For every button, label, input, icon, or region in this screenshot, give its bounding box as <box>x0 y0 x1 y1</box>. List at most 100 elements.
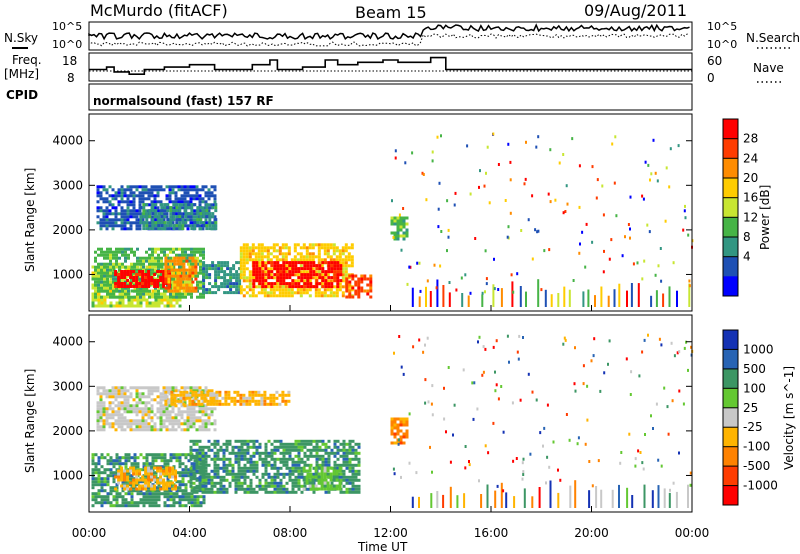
power-speck <box>392 236 395 239</box>
velocity-cell <box>342 472 346 476</box>
velocity-cell <box>182 396 186 400</box>
power-cell <box>308 279 312 283</box>
power-cell <box>147 276 151 279</box>
power-cell <box>399 228 403 232</box>
power-cell <box>309 282 313 286</box>
power-cell <box>170 274 174 278</box>
velocity-cell <box>285 457 289 461</box>
velocity-streak <box>411 496 414 508</box>
velocity-cell <box>216 469 220 473</box>
velocity-cell <box>330 481 334 485</box>
power-cell <box>111 203 115 207</box>
velocity-cell <box>198 410 202 414</box>
power-cell <box>142 227 146 231</box>
noise-left-tick-bottom: 10^0 <box>52 38 82 51</box>
power-cell <box>133 304 137 308</box>
power-cell <box>317 270 321 274</box>
velocity-speck <box>620 451 623 454</box>
velocity-cell <box>184 471 188 475</box>
velocity-cell <box>285 490 289 494</box>
velocity-cell <box>105 416 109 420</box>
power-cell <box>339 279 343 283</box>
velocity-cell <box>106 483 110 487</box>
velocity-cell <box>338 469 342 473</box>
power-speck <box>394 149 397 153</box>
velocity-cell <box>99 428 103 432</box>
power-cell <box>169 212 173 216</box>
velocity-cell <box>195 416 199 420</box>
velocity-cell <box>138 398 142 402</box>
velocity-cell <box>96 392 100 396</box>
power-cell <box>132 185 136 189</box>
velocity-speck <box>563 336 566 340</box>
velocity-cell <box>276 445 280 449</box>
velocity-cell <box>210 407 214 411</box>
velocity-cell <box>240 466 244 470</box>
power-cell <box>160 206 164 210</box>
velocity-cell <box>177 410 181 414</box>
power-cell <box>186 188 190 192</box>
velocity-cell <box>216 481 220 485</box>
velocity-cell <box>228 472 232 476</box>
velocity-cell <box>151 453 155 457</box>
power-cell <box>287 291 291 295</box>
power-cell <box>351 286 355 290</box>
velocity-cell <box>230 399 234 403</box>
velocity-cell <box>330 451 334 455</box>
power-cell <box>223 264 227 268</box>
velocity-cell <box>115 504 119 508</box>
velocity-cell <box>237 484 241 488</box>
power-cell <box>109 301 113 305</box>
power-cell <box>117 212 121 216</box>
power-cell <box>235 270 239 274</box>
velocity-cell <box>139 501 143 505</box>
power-cell <box>164 268 168 272</box>
velocity-cell <box>160 459 164 463</box>
velocity-cell <box>300 475 304 479</box>
velocity-cell <box>243 466 247 470</box>
power-cell <box>327 282 331 286</box>
power-cell <box>350 261 354 265</box>
power-cell <box>156 191 160 195</box>
power-cell <box>114 224 118 228</box>
velocity-cell <box>144 407 148 411</box>
velocity-cell <box>243 490 247 494</box>
velocity-cell <box>102 428 106 432</box>
power-cell <box>195 185 199 189</box>
power-cell <box>103 268 107 272</box>
velocity-cell <box>190 498 194 502</box>
velocity-cell <box>222 475 226 479</box>
velocity-cell <box>260 402 264 406</box>
velocity-cell <box>213 475 217 479</box>
power-cell <box>112 262 115 266</box>
power-cell <box>135 188 139 192</box>
velocity-cell <box>135 428 139 432</box>
power-cell <box>314 294 318 298</box>
velocity-speck <box>565 413 568 416</box>
velocity-cell <box>234 475 238 479</box>
power-cell <box>281 246 285 250</box>
power-speck <box>629 227 631 231</box>
power-cell <box>129 276 133 279</box>
power-cell <box>94 304 98 308</box>
velocity-cell <box>94 483 98 487</box>
power-cell <box>220 282 224 286</box>
power-cell <box>162 188 166 192</box>
velocity-cell <box>399 429 403 433</box>
velocity-cell <box>108 395 112 399</box>
velocity-cell <box>103 480 107 484</box>
power-cell <box>186 215 190 219</box>
power-cell <box>123 209 127 213</box>
velocity-cell <box>348 475 352 479</box>
velocity-cell <box>117 416 121 420</box>
power-cell <box>179 268 183 272</box>
velocity-cell <box>145 453 149 457</box>
velocity-cell <box>135 389 139 393</box>
power-cell <box>275 294 279 298</box>
power-cell <box>135 212 139 216</box>
power-cell <box>202 270 206 274</box>
velocity-cell <box>196 501 200 505</box>
velocity-cell <box>178 504 182 508</box>
velocity-cell <box>166 495 170 499</box>
velocity-cell <box>147 481 151 485</box>
